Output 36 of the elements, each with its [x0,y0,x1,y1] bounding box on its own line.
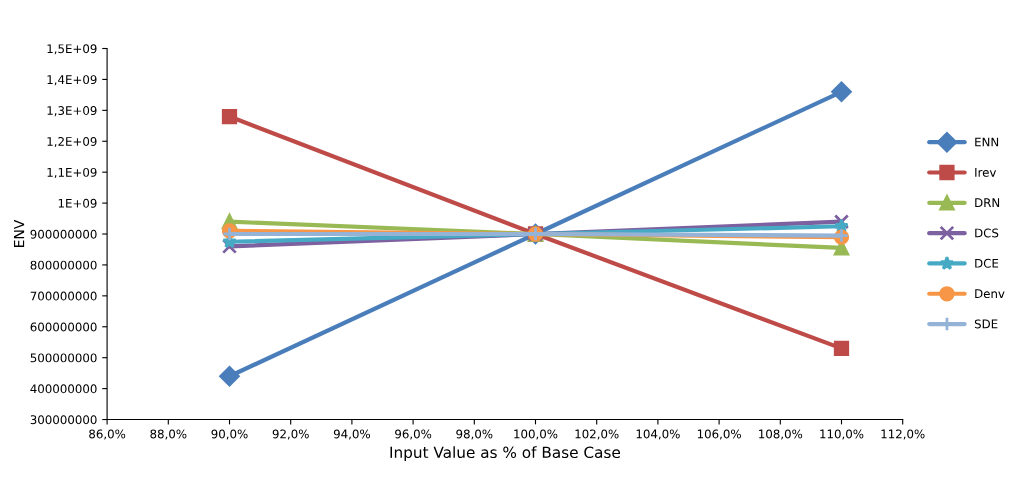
legend-label: DRN [975,198,1000,207]
x-tick-label: 112,0% [881,429,925,440]
y-tick-label: 1,3E+09 [47,106,97,117]
x-tick-label: 104,0% [636,429,680,440]
x-tick-label: 86,0% [89,429,126,440]
y-tick-label: 1,1E+09 [47,167,97,179]
legend-label: Denv [975,289,1005,299]
y-tick-label: 500000000 [30,353,97,363]
y-tick-label: 1E+09 [58,198,97,208]
y-tick-label: 1,5E+09 [47,44,97,55]
x-tick-label: 98,0% [456,429,493,440]
legend-label: Irev [975,168,997,177]
y-axis-title: ENV [13,219,25,247]
y-tick-label: 400000000 [30,384,97,394]
y-tick-label: 1,2E+09 [47,136,97,148]
y-tick-label: 900000000 [30,229,97,239]
y-tick-label: 800000000 [30,260,97,270]
x-tick-label: 92,0% [272,429,309,440]
legend-label: DCS [975,228,999,238]
x-tick-label: 90,0% [211,429,248,440]
x-tick-label: 108,0% [759,429,803,440]
x-tick-label: 102,0% [575,429,619,440]
x-tick-label: 110,0% [820,429,864,440]
legend-label: DCE [975,258,999,268]
y-tick-label: 300000000 [30,415,97,425]
x-tick-label: 96,0% [395,429,432,440]
x-tick-label: 106,0% [697,429,741,440]
x-tick-label: 88,0% [150,429,187,440]
x-tick-label: 94,0% [333,429,370,440]
y-tick-label: 600000000 [30,322,97,332]
legend-label: SDE [974,319,998,329]
legend-label: ENN [975,137,999,147]
x-axis-title: Input Value as % of Base Case [390,446,620,462]
y-tick-label: 1,4E+09 [47,75,97,86]
x-tick-label: 100,0% [514,429,558,440]
y-tick-label: 700000000 [30,291,97,301]
